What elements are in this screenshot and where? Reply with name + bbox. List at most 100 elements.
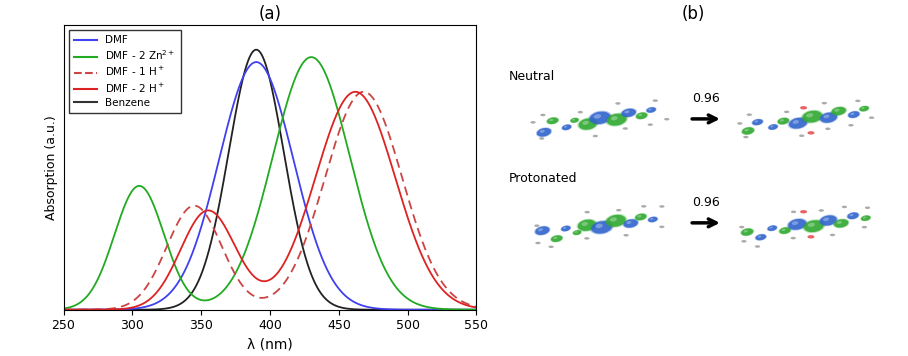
Ellipse shape <box>770 125 774 127</box>
Legend: DMF, DMF - 2 Zn$^{2+}$, DMF - 1 H$^+$, DMF - 2 H$^+$, Benzene: DMF, DMF - 2 Zn$^{2+}$, DMF - 1 H$^+$, D… <box>69 30 181 113</box>
Ellipse shape <box>755 120 758 122</box>
Y-axis label: Absorption (a.u.): Absorption (a.u.) <box>45 115 58 220</box>
Ellipse shape <box>818 215 838 226</box>
Ellipse shape <box>859 105 870 112</box>
Ellipse shape <box>561 226 570 231</box>
Ellipse shape <box>585 211 590 213</box>
Ellipse shape <box>837 221 842 224</box>
Ellipse shape <box>616 102 620 105</box>
Ellipse shape <box>593 135 598 137</box>
Ellipse shape <box>546 117 559 125</box>
Ellipse shape <box>622 219 639 228</box>
Ellipse shape <box>739 226 745 228</box>
Ellipse shape <box>577 220 597 231</box>
Ellipse shape <box>588 111 612 125</box>
Ellipse shape <box>570 118 578 123</box>
Ellipse shape <box>784 111 789 113</box>
Ellipse shape <box>745 129 749 131</box>
Ellipse shape <box>850 214 854 216</box>
Ellipse shape <box>561 124 572 131</box>
Ellipse shape <box>820 215 837 226</box>
Ellipse shape <box>831 106 847 116</box>
Ellipse shape <box>650 218 654 220</box>
Ellipse shape <box>741 229 754 236</box>
Ellipse shape <box>808 223 814 227</box>
Ellipse shape <box>847 213 859 219</box>
Ellipse shape <box>742 127 755 135</box>
Ellipse shape <box>535 226 549 235</box>
Ellipse shape <box>575 231 577 233</box>
Ellipse shape <box>778 227 792 235</box>
Ellipse shape <box>534 224 539 227</box>
Ellipse shape <box>549 119 553 121</box>
Ellipse shape <box>534 226 550 236</box>
Ellipse shape <box>664 118 669 120</box>
Ellipse shape <box>777 117 790 125</box>
Ellipse shape <box>547 117 558 124</box>
Ellipse shape <box>792 221 798 225</box>
Ellipse shape <box>539 130 545 133</box>
Ellipse shape <box>855 100 861 102</box>
Ellipse shape <box>648 108 652 110</box>
Ellipse shape <box>834 219 848 227</box>
Ellipse shape <box>581 222 587 226</box>
Ellipse shape <box>548 246 554 248</box>
Ellipse shape <box>830 234 835 236</box>
Ellipse shape <box>803 219 825 233</box>
Ellipse shape <box>846 212 860 220</box>
Ellipse shape <box>560 225 571 232</box>
Ellipse shape <box>767 225 777 231</box>
Text: 0.96: 0.96 <box>692 195 720 209</box>
Ellipse shape <box>647 216 658 222</box>
Ellipse shape <box>606 215 626 227</box>
Ellipse shape <box>659 205 665 208</box>
Ellipse shape <box>637 215 641 218</box>
Ellipse shape <box>860 215 872 221</box>
Ellipse shape <box>636 112 647 119</box>
Ellipse shape <box>537 128 551 137</box>
Ellipse shape <box>842 206 847 208</box>
Text: Neutral: Neutral <box>508 70 555 83</box>
Ellipse shape <box>584 237 589 240</box>
Ellipse shape <box>782 229 785 231</box>
Ellipse shape <box>573 230 581 235</box>
Ellipse shape <box>832 107 846 115</box>
Text: 0.96: 0.96 <box>692 91 720 105</box>
Ellipse shape <box>624 234 628 236</box>
Ellipse shape <box>833 219 850 228</box>
Ellipse shape <box>800 106 807 110</box>
Ellipse shape <box>803 111 822 122</box>
Ellipse shape <box>625 110 629 113</box>
Ellipse shape <box>577 219 597 232</box>
Ellipse shape <box>861 215 871 221</box>
Ellipse shape <box>647 124 653 126</box>
Ellipse shape <box>564 126 568 128</box>
Ellipse shape <box>539 137 545 140</box>
Ellipse shape <box>606 113 628 127</box>
Ellipse shape <box>865 206 870 209</box>
Ellipse shape <box>824 115 829 118</box>
Ellipse shape <box>577 111 583 114</box>
Ellipse shape <box>563 227 567 229</box>
Ellipse shape <box>779 227 791 234</box>
Ellipse shape <box>741 127 755 135</box>
Ellipse shape <box>741 240 746 242</box>
Ellipse shape <box>801 110 824 124</box>
Ellipse shape <box>848 111 860 118</box>
Ellipse shape <box>594 114 601 119</box>
Ellipse shape <box>746 114 752 116</box>
Ellipse shape <box>635 112 648 120</box>
Ellipse shape <box>787 117 808 130</box>
Ellipse shape <box>621 109 636 117</box>
Ellipse shape <box>646 107 656 113</box>
Ellipse shape <box>538 228 543 231</box>
Ellipse shape <box>551 235 562 242</box>
Ellipse shape <box>822 102 827 104</box>
Ellipse shape <box>641 205 646 208</box>
Ellipse shape <box>780 119 784 121</box>
Ellipse shape <box>799 135 804 137</box>
Ellipse shape <box>788 219 806 230</box>
Ellipse shape <box>617 209 621 211</box>
Ellipse shape <box>800 210 807 214</box>
Ellipse shape <box>755 234 767 241</box>
